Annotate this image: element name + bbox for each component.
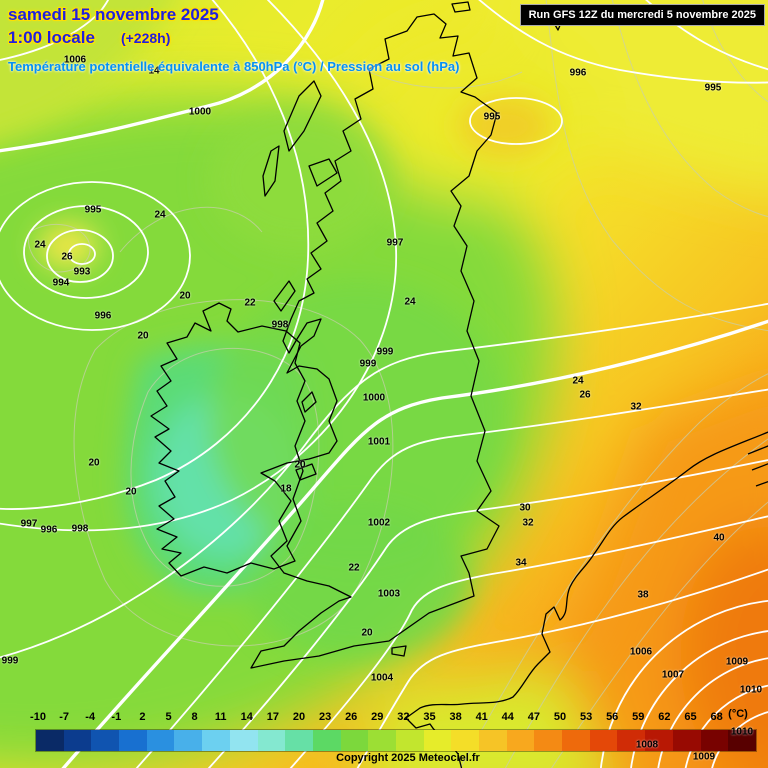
forecast-time: 1:00 locale bbox=[8, 27, 95, 47]
scale-color-segment bbox=[672, 730, 701, 751]
scale-color-segment bbox=[728, 730, 756, 751]
scale-color-segment bbox=[174, 730, 203, 751]
scale-tick: 62 bbox=[658, 711, 671, 723]
scale-tick: 17 bbox=[266, 711, 280, 723]
coastlines bbox=[150, 1, 768, 768]
scale-tick: 68 bbox=[710, 711, 723, 723]
scale-tick: 32 bbox=[397, 711, 410, 723]
thetae-gray-contours bbox=[28, 0, 768, 768]
scale-color-segment bbox=[562, 730, 590, 751]
scale-tick: 35 bbox=[423, 711, 436, 723]
scale-color-segment bbox=[589, 730, 618, 751]
scale-color-segment bbox=[423, 730, 452, 751]
scale-color-segment bbox=[368, 730, 396, 751]
scale-tick: -1 bbox=[111, 711, 122, 723]
scale-color-segment bbox=[229, 730, 258, 751]
scale-tick: 44 bbox=[501, 711, 514, 723]
scale-color-segment bbox=[645, 730, 673, 751]
forecast-date: samedi 15 novembre 2025 bbox=[8, 5, 219, 24]
scale-tick: 47 bbox=[527, 711, 541, 723]
scale-tick: 23 bbox=[318, 711, 332, 723]
scale-color-segment bbox=[119, 730, 147, 751]
scale-tick: 59 bbox=[632, 711, 645, 723]
scale-color-segment bbox=[36, 730, 64, 751]
forecast-offset: (+228h) bbox=[120, 29, 171, 46]
coastline-hebrides bbox=[262, 80, 338, 312]
scale-tick: 14 bbox=[240, 711, 253, 723]
coastline-continent bbox=[405, 431, 768, 768]
scale-color-segment bbox=[479, 730, 507, 751]
scale-color-segment bbox=[91, 730, 120, 751]
scale-tick: 8 bbox=[191, 711, 198, 723]
scale-color-segment bbox=[617, 730, 646, 751]
scale-ticks: -10 -7 -4 -1 2 5 8 11 14 17 20 23 26 29 32 35 38 41 44 47 50… bbox=[0, 711, 768, 725]
coastline-estuaries bbox=[747, 445, 768, 487]
scale-color-segment bbox=[285, 730, 313, 751]
scale-color-segment bbox=[257, 730, 286, 751]
scale-tick: 56 bbox=[606, 711, 619, 723]
scale-tick: 53 bbox=[579, 711, 593, 723]
scale-color-segment bbox=[146, 730, 175, 751]
scale-tick: 38 bbox=[449, 711, 462, 723]
scale-color-segment bbox=[340, 730, 369, 751]
scale-color-segment bbox=[534, 730, 563, 751]
map-header: samedi 15 novembre 2025 1:00 locale (+228… bbox=[8, 4, 459, 74]
scale-tick: 5 bbox=[165, 711, 172, 723]
scale-tick: 65 bbox=[684, 711, 697, 723]
scale-tick: -10 bbox=[30, 711, 46, 723]
scale-color-segment bbox=[700, 730, 729, 751]
scale-tick: -4 bbox=[85, 711, 96, 723]
scale-tick: 29 bbox=[371, 711, 384, 723]
copyright-text: Copyright 2025 Meteociel.fr bbox=[336, 752, 480, 764]
map-title: Température potentielle équivalente à 85… bbox=[8, 58, 460, 74]
scale-tick: -7 bbox=[59, 711, 69, 723]
scale-tick: 50 bbox=[553, 711, 567, 723]
scale-color-segment bbox=[312, 730, 341, 751]
color-scale-bar bbox=[35, 729, 757, 752]
scale-tick: 26 bbox=[345, 711, 358, 723]
coastline-small-islands bbox=[295, 391, 407, 657]
scale-color-segment bbox=[395, 730, 424, 751]
scale-color-segment bbox=[202, 730, 230, 751]
scale-color-segment bbox=[506, 730, 535, 751]
run-info-text: Run GFS 12Z du mercredi 5 novembre 2025 bbox=[528, 9, 756, 21]
run-info-box: Run GFS 12Z du mercredi 5 novembre 2025 bbox=[519, 4, 765, 26]
coastline-ireland bbox=[150, 302, 306, 577]
scale-tick: 11 bbox=[214, 711, 227, 723]
scale-tick: 41 bbox=[475, 711, 488, 723]
scale-unit-label: (°C) bbox=[728, 708, 748, 720]
scale-tick: 20 bbox=[292, 711, 306, 723]
scale-color-segment bbox=[63, 730, 92, 751]
scale-color-segment bbox=[451, 730, 479, 751]
coastline-great-britain bbox=[250, 13, 500, 669]
scale-tick: 2 bbox=[139, 711, 146, 723]
